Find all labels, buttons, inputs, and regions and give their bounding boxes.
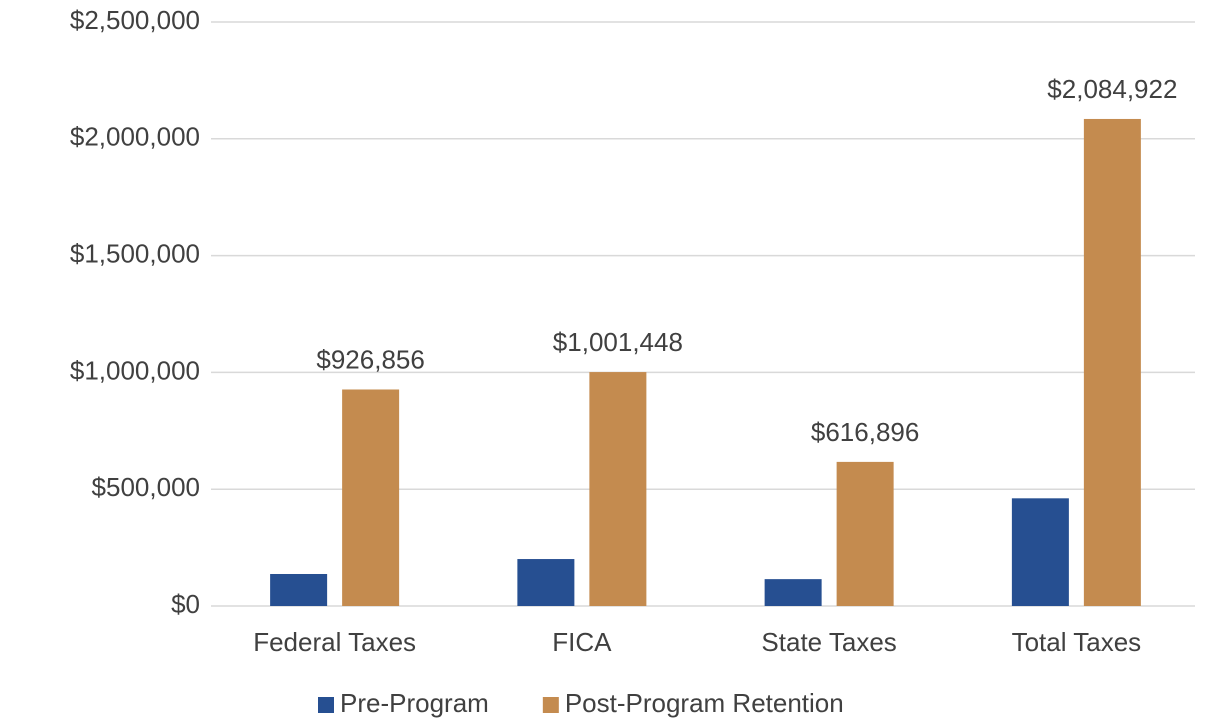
data-label: $2,084,922 — [1047, 74, 1177, 104]
legend-label: Pre-Program — [340, 688, 489, 718]
bar — [589, 372, 647, 606]
y-tick-label: $500,000 — [92, 472, 200, 502]
bar — [342, 389, 400, 606]
y-tick-label: $2,000,000 — [70, 122, 200, 152]
data-label: $616,896 — [811, 417, 919, 447]
legend-label: Post-Program Retention — [565, 688, 844, 718]
x-tick-label: Federal Taxes — [253, 627, 416, 657]
y-tick-label: $0 — [171, 589, 200, 619]
legend-swatch — [318, 697, 334, 713]
x-tick-label: Total Taxes — [1012, 627, 1142, 657]
data-label: $1,001,448 — [553, 327, 683, 357]
bar — [1083, 118, 1141, 606]
y-tick-label: $1,500,000 — [70, 238, 200, 268]
legend-swatch — [542, 697, 559, 713]
bar — [517, 559, 575, 606]
y-tick-label: $2,500,000 — [70, 5, 200, 35]
bar — [764, 579, 822, 606]
y-tick-label: $1,000,000 — [70, 355, 200, 385]
bar — [836, 461, 894, 606]
data-label: $926,856 — [316, 344, 424, 374]
x-tick-label: State Taxes — [761, 627, 896, 657]
bar — [270, 573, 328, 606]
bar — [1011, 498, 1069, 606]
x-tick-label: FICA — [552, 627, 612, 657]
